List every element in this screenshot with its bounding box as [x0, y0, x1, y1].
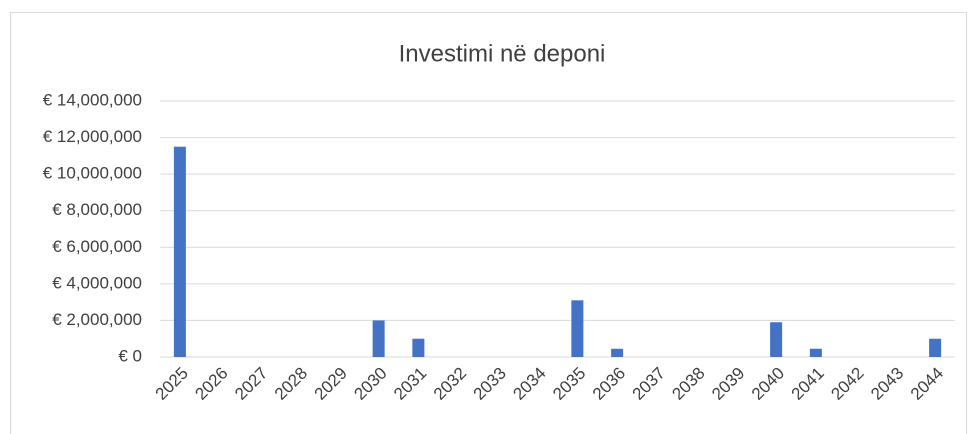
y-tick-label: € 12,000,000 [43, 127, 142, 146]
y-tick-label: € 6,000,000 [52, 237, 142, 256]
y-tick-label: € 14,000,000 [43, 90, 142, 109]
bar [929, 338, 942, 357]
y-tick-label: € 0 [118, 346, 142, 365]
chart-frame [10, 12, 967, 434]
bar [770, 322, 783, 357]
bar [412, 338, 425, 357]
bar [571, 300, 584, 357]
bar [809, 348, 822, 357]
y-tick-label: € 10,000,000 [43, 164, 142, 183]
y-tick-label: € 4,000,000 [52, 273, 142, 292]
y-tick-label: € 8,000,000 [52, 200, 142, 219]
bar [611, 348, 624, 357]
chart-title: Investimi në deponi [399, 40, 606, 67]
y-tick-label: € 2,000,000 [52, 310, 142, 329]
bar [372, 320, 385, 357]
bar [173, 146, 186, 357]
